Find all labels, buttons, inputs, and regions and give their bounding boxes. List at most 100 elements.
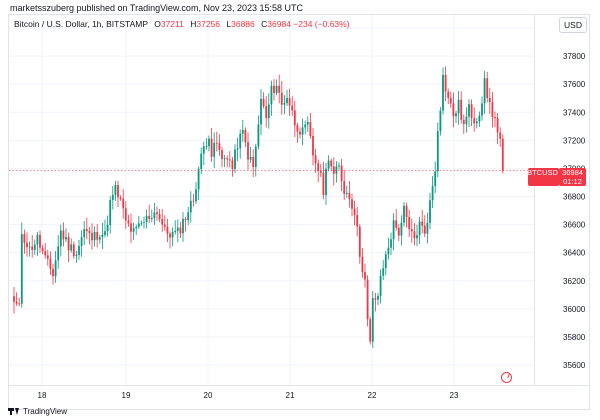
candle-body (275, 85, 278, 93)
time-axis-labels: 18 19 20 21 22 23 (38, 391, 459, 400)
publisher-line: marketsszuberg published on TradingView.… (10, 3, 303, 13)
candle-body (262, 98, 265, 107)
candle-body (322, 172, 325, 195)
candle-body (481, 103, 483, 116)
candle-body (366, 279, 369, 320)
close-label: C (261, 19, 268, 29)
candle-body (223, 158, 226, 160)
candle-body (408, 216, 411, 230)
price-tick-label: 36000 (563, 305, 586, 314)
candle-body (423, 225, 426, 234)
candle-body (496, 118, 499, 133)
candle-body (304, 124, 307, 128)
candle-body (18, 303, 21, 305)
candle-body (46, 255, 49, 259)
change-value: −234 (−0.63%) (293, 19, 350, 29)
candle-body (41, 247, 44, 252)
candle-body (239, 133, 242, 149)
candle-body (444, 74, 447, 92)
candle-body (319, 170, 322, 173)
candle-body (200, 153, 203, 169)
candle-body (395, 220, 398, 228)
candle-body (475, 121, 478, 124)
candle-body (67, 237, 70, 251)
candle-body (208, 138, 210, 147)
grid-lines (9, 15, 534, 385)
candle-body (286, 98, 288, 104)
candle-body (150, 218, 153, 219)
candle-body (449, 97, 452, 104)
candle-body (231, 160, 234, 169)
time-tick-label: 21 (286, 391, 295, 400)
price-tick-label: 35600 (563, 361, 586, 370)
candle-body (247, 142, 249, 160)
candle-body (140, 222, 143, 224)
high-label: H (190, 19, 197, 29)
candle-body (75, 254, 78, 257)
candle-body (483, 78, 486, 104)
candle-body (109, 199, 112, 225)
candle-body (254, 146, 257, 168)
candle-body (460, 99, 463, 120)
close-value: 36984 (267, 19, 291, 29)
candle-body (192, 200, 195, 202)
candle-body (15, 301, 18, 304)
candle-body (36, 234, 39, 245)
candle-body (236, 148, 239, 150)
price-tick-label: 36600 (563, 221, 586, 230)
candle-body (57, 246, 60, 261)
candle-body (486, 78, 489, 99)
candle-body (137, 223, 140, 227)
candle-body (455, 113, 457, 117)
time-tick-label: 22 (368, 391, 377, 400)
candle-body (267, 104, 270, 119)
candle-body (462, 119, 465, 125)
candle-body (23, 234, 26, 243)
candle-body (161, 219, 164, 225)
candle-body (195, 189, 197, 202)
last-price-value: 36984 (562, 168, 583, 177)
candle-body (332, 166, 335, 174)
candle-body (114, 185, 117, 195)
replay-icon[interactable] (501, 372, 512, 383)
candles (13, 66, 504, 348)
candle-body (473, 118, 476, 124)
candle-body (215, 142, 218, 144)
candle-body (501, 138, 504, 171)
candle-body (106, 224, 109, 232)
candle-body (252, 156, 255, 168)
candle-body (124, 208, 127, 221)
candle-countdown: 01:12 (563, 177, 582, 186)
price-tick-label: 36800 (563, 193, 586, 202)
time-tick-label: 19 (122, 391, 131, 400)
candle-body (416, 235, 418, 239)
candle-body (241, 129, 244, 134)
candle-body (397, 227, 400, 236)
candle-body (80, 237, 83, 246)
candle-body (488, 98, 491, 103)
candle-body (306, 121, 309, 125)
currency-button[interactable]: USD (559, 17, 587, 33)
candle-body (179, 227, 182, 234)
low-value: 36886 (231, 19, 255, 29)
candle-body (278, 85, 281, 93)
open-value: 37211 (160, 19, 184, 29)
candle-body (436, 131, 439, 172)
candle-body (197, 168, 200, 190)
candle-body (72, 244, 75, 257)
price-tick-label: 37600 (563, 80, 586, 89)
candle-body (83, 229, 86, 238)
candle-body (470, 104, 473, 119)
candle-body (369, 319, 372, 342)
candle-body (54, 260, 57, 277)
candle-body (340, 165, 343, 182)
candle-body (26, 242, 28, 248)
high-value: 37256 (196, 19, 221, 29)
candle-body (387, 247, 390, 255)
candle-body (166, 226, 169, 234)
candle-body (327, 160, 330, 169)
tradingview-logo[interactable]: TradingView (8, 407, 67, 416)
candle-body (353, 208, 356, 215)
candle-body (249, 156, 252, 160)
